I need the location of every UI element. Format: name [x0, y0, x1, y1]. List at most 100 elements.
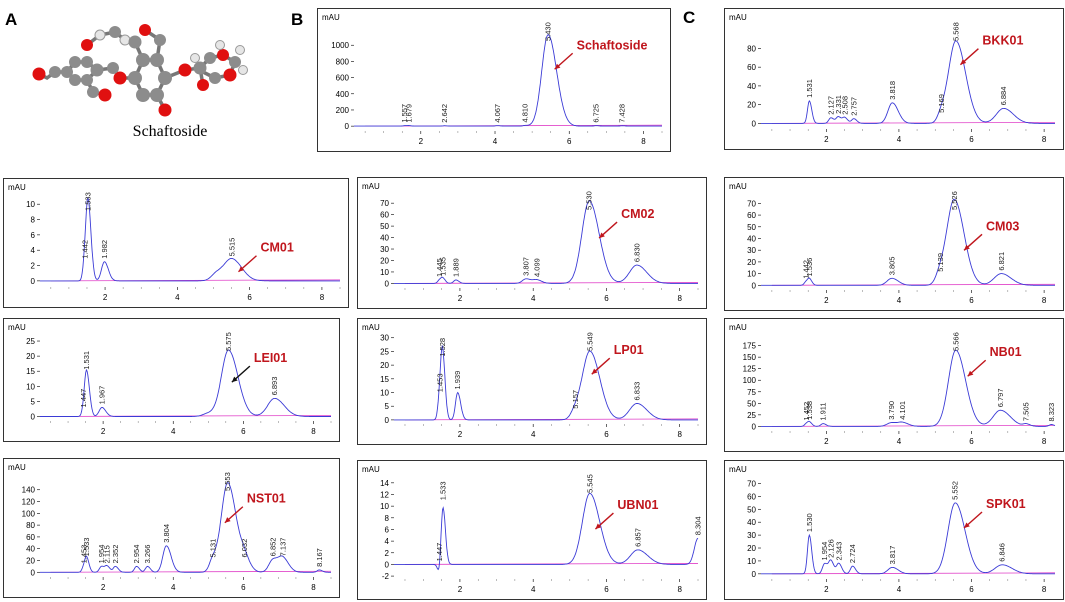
arrow-head: [964, 522, 970, 528]
y-tick-label: -2: [382, 572, 390, 581]
chromatogram-schaftoside: mAU 0 200 400 600 800 1000 2 4 6 8 1.557 1.679 2.642 4…: [317, 8, 671, 152]
peak-label: 6.797: [996, 388, 1005, 407]
x-tick-label: 2: [419, 137, 424, 146]
x-tick-label: 4: [531, 430, 536, 439]
chromatogram-cm02: mAU 0 10 20 30 40 50 60 70 2 4 6 8 1.445 1.535 1.889 3.8…: [357, 177, 707, 309]
y-tick-label: 50: [747, 223, 756, 232]
y-tick-label: 60: [747, 492, 756, 501]
y-tick-label: 60: [26, 533, 35, 542]
molecule-caption: Schaftoside: [132, 123, 208, 140]
panel-letter-b: B: [291, 10, 304, 29]
peak-label: 1.442: [802, 260, 811, 279]
arrow-head: [960, 59, 967, 65]
schaftoside-molecule-model: [32, 24, 248, 117]
chromatogram-cm03: mAU 0 10 20 30 40 50 60 70 2 4 6 8 1.442 1.536 3.805 5.1…: [724, 177, 1064, 311]
y-tick-label: 80: [747, 44, 756, 53]
y-axis-label: mAU: [729, 13, 747, 22]
sample-name-label: BKK01: [982, 34, 1023, 48]
x-tick-label: 2: [824, 135, 829, 144]
peak-label: 8.323: [1047, 403, 1056, 422]
peak-label: 2.127: [826, 96, 835, 115]
x-tick-label: 2: [103, 293, 108, 302]
peak-label: 1.442: [80, 240, 89, 259]
y-axis-label: mAU: [362, 465, 380, 474]
y-tick-label: 10: [380, 502, 389, 511]
y-tick-label: 6: [385, 525, 390, 534]
sample-name-label: NST01: [247, 492, 286, 506]
chromatogram-lp01: mAU 0 5 10 15 20 25 30 2 4 6 8 1.453 1.528 1.939 5.157 5…: [357, 318, 707, 445]
peak-label: 5.553: [223, 472, 232, 491]
chromatogram-nst01: mAU 0 20 40 60 80 100 120 140 2 4 6 8 1.453 1.533 1.954…: [3, 458, 340, 598]
x-tick-label: 6: [241, 427, 246, 436]
x-tick-label: 8: [311, 583, 316, 592]
x-tick-label: 6: [241, 583, 246, 592]
chromatogram-trace: [394, 492, 699, 571]
peak-label: 1.531: [805, 79, 814, 98]
arrow-head: [238, 266, 245, 272]
peak-label: 2.352: [111, 545, 120, 564]
y-tick-label: 100: [22, 509, 36, 518]
y-axis-label: mAU: [362, 182, 380, 191]
peak-label: 6.857: [633, 528, 642, 547]
chromatogram-trace: [40, 197, 340, 282]
chromatogram-bkk01: mAU 0 20 40 60 80 2 4 6 8 1.531 2.127 2.331 2.508 2.75…: [724, 8, 1064, 150]
integration-baseline: [404, 282, 699, 284]
peak-label: 7.137: [279, 538, 288, 557]
arrow-head: [964, 244, 970, 251]
peak-label: 1.530: [805, 513, 814, 532]
peak-label: 6.821: [997, 252, 1006, 271]
peak-label: 6.846: [998, 543, 1007, 562]
y-tick-label: 100: [743, 376, 757, 385]
x-tick-label: 6: [604, 585, 609, 594]
peak-label: 5.549: [585, 332, 594, 351]
x-tick-label: 2: [824, 585, 829, 594]
peak-label: 8.167: [315, 548, 324, 567]
peak-label: 1.954: [97, 545, 106, 564]
x-tick-label: 2: [824, 437, 829, 446]
y-tick-label: 0: [31, 412, 36, 421]
chart-CM01-svg: mAU 0 2 4 6 8 10 2 4 6 8 1.442 1.533 1.982 5.515 CM01: [8, 183, 341, 302]
x-tick-label: 4: [531, 294, 536, 303]
y-axis-label: mAU: [8, 183, 26, 192]
peak-label: 1.453: [79, 545, 88, 564]
chart-UBN01-svg: mAU -2 0 2 4 6 8 10 12 14 2 4 6 8 1.447 1.533 5.545 6.857…: [362, 465, 703, 594]
peak-label: 2.724: [848, 544, 857, 563]
peak-label: 2.757: [849, 97, 858, 116]
y-axis-label: mAU: [729, 182, 747, 191]
y-tick-label: 70: [380, 199, 389, 208]
peak-label: 6.830: [632, 243, 641, 262]
peak-label: 1.982: [100, 240, 109, 259]
y-tick-label: 10: [747, 557, 756, 566]
x-tick-label: 6: [969, 296, 974, 305]
x-tick-label: 6: [969, 437, 974, 446]
sample-name-label: SPK01: [986, 497, 1026, 511]
arrow-head: [599, 232, 605, 239]
peak-label: 3.790: [887, 401, 896, 420]
y-axis-label: mAU: [322, 13, 340, 22]
panel-letter-a: A: [5, 10, 18, 29]
x-tick-label: 8: [1042, 437, 1047, 446]
y-tick-label: 10: [26, 200, 35, 209]
y-tick-label: 60: [747, 211, 756, 220]
sample-name-label: CM03: [986, 219, 1019, 233]
peak-label: 1.445: [435, 258, 444, 277]
x-tick-label: 8: [677, 430, 682, 439]
peak-label: 7.505: [1022, 402, 1031, 421]
y-tick-label: 70: [747, 479, 756, 488]
chromatogram-trace: [761, 198, 1055, 286]
y-tick-label: 20: [380, 256, 389, 265]
y-tick-label: 25: [26, 337, 35, 346]
peak-label: 1.939: [453, 371, 462, 390]
x-tick-label: 4: [493, 137, 498, 146]
x-tick-label: 2: [101, 583, 106, 592]
chromatogram-trace: [761, 349, 1056, 427]
sample-name-label: CM01: [260, 241, 293, 255]
y-tick-label: 800: [336, 57, 350, 66]
x-tick-label: 8: [677, 585, 682, 594]
y-tick-label: 4: [31, 246, 36, 255]
arrow-head: [591, 368, 598, 375]
y-tick-label: 30: [380, 245, 389, 254]
